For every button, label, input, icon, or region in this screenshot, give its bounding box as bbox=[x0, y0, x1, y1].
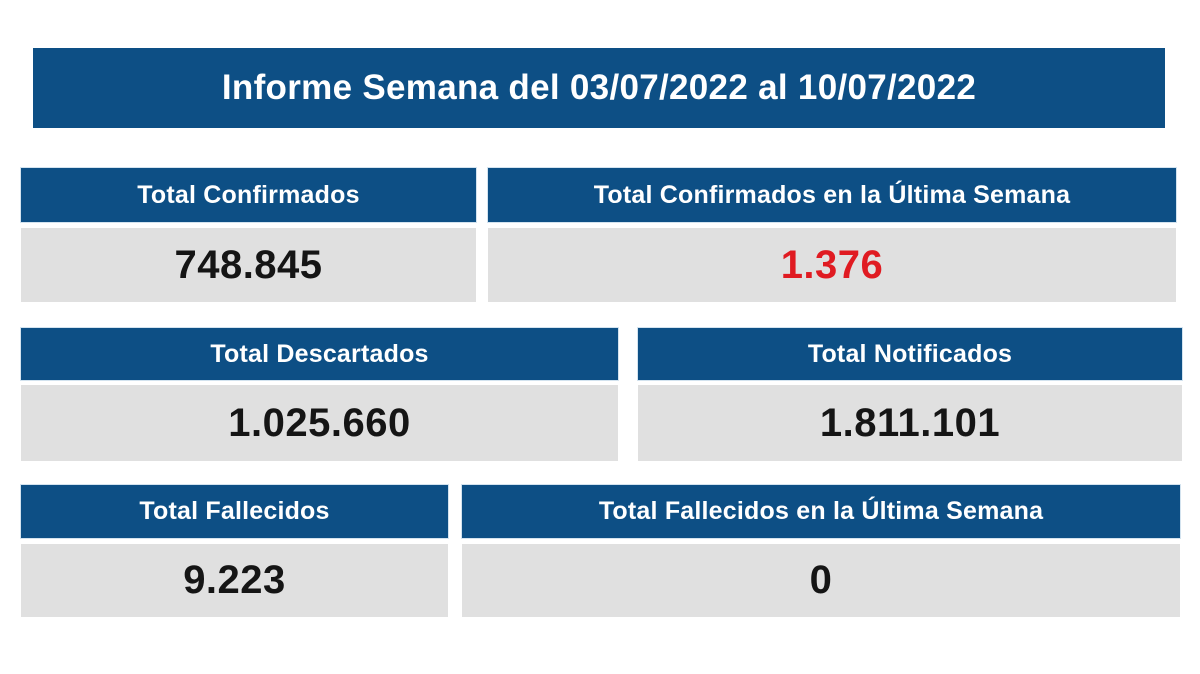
card-total-confirmados-ultima-semana-value: 1.376 bbox=[780, 242, 884, 287]
card-total-notificados-value: 1.811.101 bbox=[819, 400, 1001, 445]
card-total-notificados-body: 1.811.101 bbox=[638, 385, 1182, 461]
card-total-confirmados-ultima-semana-body: 1.376 bbox=[488, 228, 1176, 302]
card-total-descartados: Total Descartados 1.025.660 bbox=[21, 328, 618, 461]
card-total-fallecidos-value: 9.223 bbox=[183, 558, 286, 602]
card-total-confirmados-header: Total Confirmados bbox=[21, 168, 476, 222]
card-total-fallecidos-label: Total Fallecidos bbox=[139, 497, 330, 525]
card-total-fallecidos-header: Total Fallecidos bbox=[21, 485, 448, 538]
card-total-descartados-label: Total Descartados bbox=[210, 339, 429, 368]
report-title-bar: Informe Semana del 03/07/2022 al 10/07/2… bbox=[33, 48, 1165, 128]
card-total-confirmados-ultima-semana-header: Total Confirmados en la Última Semana bbox=[488, 168, 1176, 222]
card-total-confirmados-label: Total Confirmados bbox=[137, 180, 360, 209]
card-total-fallecidos-ultima-semana: Total Fallecidos en la Última Semana 0 bbox=[462, 485, 1180, 617]
card-total-confirmados: Total Confirmados 748.845 bbox=[21, 168, 476, 302]
card-total-confirmados-value: 748.845 bbox=[174, 242, 323, 287]
card-total-confirmados-ultima-semana: Total Confirmados en la Última Semana 1.… bbox=[488, 168, 1176, 302]
card-total-descartados-header: Total Descartados bbox=[21, 328, 618, 380]
card-total-notificados-label: Total Notificados bbox=[807, 339, 1013, 368]
card-total-fallecidos-ultima-semana-label: Total Fallecidos en la Última Semana bbox=[598, 497, 1044, 525]
card-total-fallecidos-ultima-semana-value: 0 bbox=[809, 558, 833, 602]
card-total-notificados-header: Total Notificados bbox=[638, 328, 1182, 380]
card-total-confirmados-body: 748.845 bbox=[21, 228, 476, 302]
card-total-descartados-value: 1.025.660 bbox=[228, 400, 411, 445]
card-total-fallecidos: Total Fallecidos 9.223 bbox=[21, 485, 448, 617]
card-total-notificados: Total Notificados 1.811.101 bbox=[638, 328, 1182, 461]
card-total-fallecidos-ultima-semana-body: 0 bbox=[462, 544, 1180, 617]
card-total-descartados-body: 1.025.660 bbox=[21, 385, 618, 461]
report-title: Informe Semana del 03/07/2022 al 10/07/2… bbox=[221, 68, 977, 107]
card-total-confirmados-ultima-semana-label: Total Confirmados en la Última Semana bbox=[593, 180, 1071, 209]
card-total-fallecidos-body: 9.223 bbox=[21, 544, 448, 617]
card-total-fallecidos-ultima-semana-header: Total Fallecidos en la Última Semana bbox=[462, 485, 1180, 538]
